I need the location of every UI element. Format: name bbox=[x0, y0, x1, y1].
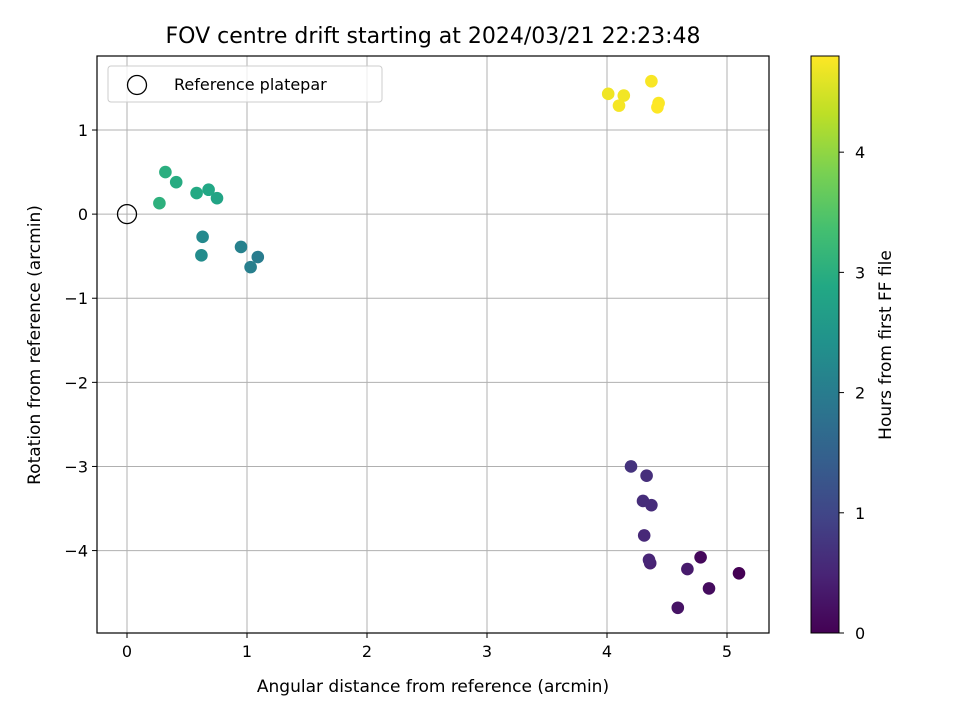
data-point bbox=[624, 460, 638, 473]
data-point bbox=[202, 183, 215, 197]
y-axis-ticks: −4 −3 −2 −1 0 1 bbox=[64, 121, 97, 561]
data-point bbox=[159, 165, 172, 179]
data-point bbox=[640, 469, 653, 483]
data-point bbox=[651, 101, 664, 114]
data-point bbox=[210, 191, 224, 205]
legend: Reference platepar bbox=[107, 65, 383, 103]
legend-box bbox=[107, 65, 383, 103]
data-point bbox=[196, 230, 209, 244]
data-point bbox=[153, 196, 166, 210]
data-points bbox=[153, 74, 746, 615]
reference-marker-layer bbox=[116, 203, 138, 225]
x-axis-ticks: 0 1 2 3 4 5 bbox=[122, 633, 732, 661]
y-tick-label: −3 bbox=[64, 457, 88, 476]
y-tick-label: 1 bbox=[78, 121, 88, 140]
data-point bbox=[732, 566, 746, 580]
data-point bbox=[637, 529, 651, 542]
data-point bbox=[642, 553, 656, 567]
data-point bbox=[702, 582, 716, 595]
y-tick-label: −1 bbox=[64, 289, 88, 308]
colorbar-tick-label: 0 bbox=[855, 624, 865, 643]
data-point bbox=[601, 87, 615, 101]
data-point bbox=[671, 601, 685, 615]
data-point bbox=[195, 249, 208, 262]
x-axis-label: Angular distance from reference (arcmin) bbox=[257, 677, 609, 697]
data-point bbox=[636, 494, 650, 508]
legend-label-reference: Reference platepar bbox=[174, 75, 327, 94]
data-point bbox=[234, 240, 248, 254]
plot-frame bbox=[96, 55, 770, 634]
x-tick-label: 1 bbox=[242, 642, 252, 661]
data-point bbox=[694, 551, 707, 564]
data-point bbox=[190, 186, 203, 200]
data-point bbox=[251, 250, 265, 264]
data-point bbox=[617, 89, 631, 102]
grid bbox=[97, 56, 769, 633]
y-tick-label: 0 bbox=[78, 205, 88, 224]
colorbar-tick-label: 1 bbox=[855, 504, 865, 523]
x-tick-label: 4 bbox=[602, 642, 612, 661]
colorbar-bar bbox=[810, 55, 840, 634]
data-point bbox=[244, 260, 257, 274]
x-tick-label: 2 bbox=[362, 642, 372, 661]
data-point bbox=[169, 175, 183, 189]
data-point bbox=[612, 99, 626, 112]
legend-marker-reference bbox=[126, 74, 148, 96]
colorbar-ticks: 0 1 2 3 4 bbox=[839, 143, 865, 643]
x-tick-label: 3 bbox=[482, 642, 492, 661]
x-tick-label: 5 bbox=[722, 642, 732, 661]
colorbar-tick-label: 4 bbox=[855, 143, 865, 162]
y-tick-label: −4 bbox=[64, 542, 88, 561]
x-tick-label: 0 bbox=[122, 642, 132, 661]
colorbar-tick-label: 2 bbox=[855, 384, 865, 403]
y-tick-label: −2 bbox=[64, 373, 88, 392]
colorbar-tick-label: 3 bbox=[855, 263, 865, 282]
data-point bbox=[645, 74, 658, 88]
colorbar: 0 1 2 3 4 Hours from first FF file bbox=[810, 55, 896, 643]
reference-platepar-marker bbox=[116, 203, 138, 225]
data-point bbox=[681, 562, 694, 576]
colorbar-label: Hours from first FF file bbox=[876, 250, 896, 440]
y-axis-label: Rotation from reference (arcmin) bbox=[25, 205, 45, 485]
chart-title: FOV centre drift starting at 2024/03/21 … bbox=[166, 24, 701, 49]
